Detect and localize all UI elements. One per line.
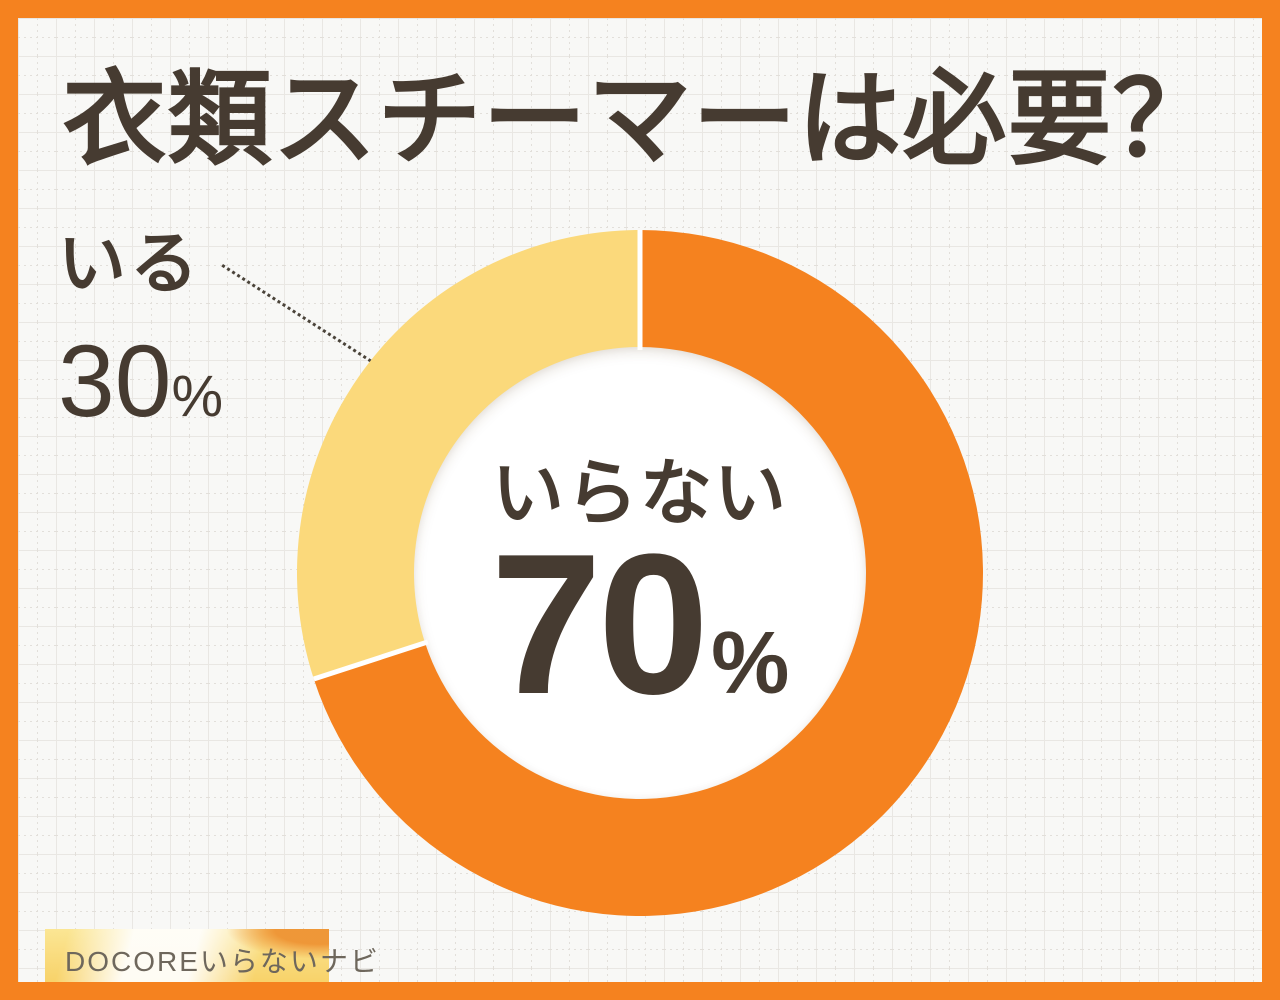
brand-badge: DOCOREいらないナビ: [45, 929, 378, 982]
callout-label: いる: [58, 226, 203, 302]
center-label: いらない: [491, 454, 788, 534]
donut-chart: いらない 70%: [295, 228, 985, 918]
page-title: 衣類スチーマーは必要？: [62, 62, 1218, 178]
center-value-row: 70%: [491, 525, 790, 725]
center-unit: %: [711, 613, 790, 712]
brand-badge-text: DOCOREいらないナビ: [65, 945, 380, 977]
callout-value-row: 30%: [58, 330, 223, 432]
center-value: 70: [490, 513, 709, 736]
donut-ring: [296, 230, 984, 917]
donut-slice-いらない: [313, 230, 984, 917]
slice-callout-yes: いる 30%: [58, 224, 223, 432]
donut-slice-いる: [296, 230, 640, 679]
callout-value: 30: [58, 324, 172, 438]
callout-unit: %: [171, 364, 224, 429]
donut-center-label-group: いらない 70%: [295, 228, 985, 918]
slice-divider: [313, 639, 429, 682]
donut-hole: [412, 345, 868, 801]
